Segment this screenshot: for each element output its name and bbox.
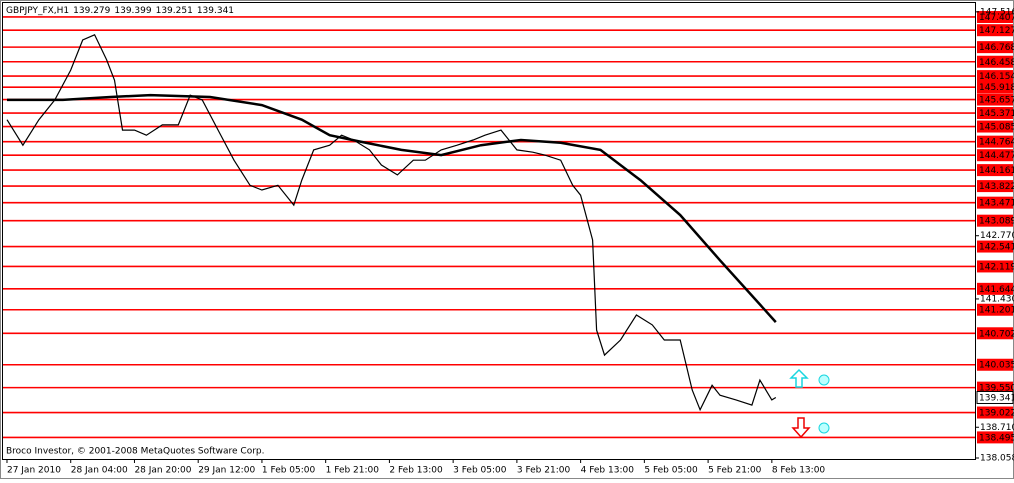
x-tick-label: 5 Feb 21:00 <box>708 466 762 476</box>
level-label: 140.035 <box>979 361 1014 371</box>
x-tick-label: 1 Feb 21:00 <box>326 466 380 476</box>
level-label: 141.644 <box>979 285 1014 295</box>
y-tick-label: 138.710 <box>980 423 1014 433</box>
x-tick-label: 1 Feb 05:00 <box>262 466 316 476</box>
level-label-box <box>977 303 1013 316</box>
ohlc-value: 139.251 <box>156 6 193 16</box>
ohlc-value: 139.279 <box>73 6 110 16</box>
level-label: 147.407 <box>979 13 1014 23</box>
level-label: 144.161 <box>979 166 1014 176</box>
level-label-box <box>977 381 1013 394</box>
level-label-box <box>977 41 1013 54</box>
y-tick-label: 141.430 <box>980 294 1014 304</box>
x-tick-label: 28 Jan 20:00 <box>134 466 191 476</box>
level-label: 143.089 <box>979 217 1014 227</box>
level-label-box <box>977 282 1013 295</box>
level-label: 139.022 <box>979 409 1014 419</box>
level-label: 143.822 <box>979 182 1014 192</box>
buy-arrow <box>789 368 830 388</box>
x-tick-label: 2 Feb 13:00 <box>389 466 443 476</box>
level-label-box <box>977 260 1013 273</box>
level-label-box <box>977 81 1013 94</box>
level-label: 146.154 <box>979 72 1014 82</box>
level-label: 141.201 <box>979 306 1014 316</box>
level-label: 145.657 <box>979 96 1014 106</box>
level-label-box <box>977 196 1013 209</box>
sell-arrow <box>791 417 830 439</box>
level-label-box <box>977 70 1013 83</box>
chart-header: GBPJPY_FX,H1 139.279 139.399 139.251 139.341 <box>6 6 234 16</box>
level-label-box <box>977 327 1013 340</box>
level-label-box <box>977 240 1013 253</box>
level-label-box <box>977 180 1013 193</box>
level-label-box <box>977 164 1013 177</box>
x-tick-label: 28 Jan 04:00 <box>71 466 128 476</box>
copyright: Broco Investor, © 2001-2008 MetaQuotes S… <box>6 447 265 457</box>
level-label: 143.471 <box>979 199 1014 209</box>
level-label-box <box>977 55 1013 68</box>
level-label-box <box>977 406 1013 419</box>
level-label-box <box>977 431 1013 444</box>
moving-average <box>7 93 777 323</box>
x-tick-label: 8 Feb 13:00 <box>772 466 826 476</box>
level-label: 144.764 <box>979 138 1014 148</box>
current-price-box <box>976 390 1014 404</box>
level-label-box <box>977 135 1013 148</box>
y-tick-label: 142.770 <box>980 231 1014 241</box>
plot-area <box>2 2 976 460</box>
level-label-box <box>977 10 1013 23</box>
x-tick-label: 27 Jan 2010 <box>7 466 61 476</box>
x-tick-label: 29 Jan 12:00 <box>198 466 255 476</box>
x-tick-label: 4 Feb 13:00 <box>581 466 635 476</box>
level-label: 146.458 <box>979 58 1014 68</box>
level-label: 146.768 <box>979 43 1014 53</box>
current-price: 139.341 <box>979 393 1014 403</box>
x-tick-label: 3 Feb 21:00 <box>517 466 571 476</box>
ohlc-value: 139.341 <box>197 6 234 16</box>
level-label-box <box>977 93 1013 106</box>
level-label: 140.702 <box>979 329 1014 339</box>
level-label-box <box>977 358 1013 371</box>
x-tick-label: 3 Feb 05:00 <box>453 466 507 476</box>
symbol: GBPJPY_FX,H1 <box>6 6 69 16</box>
level-label: 142.541 <box>979 243 1014 253</box>
level-label: 145.371 <box>979 109 1014 119</box>
level-label: 139.550 <box>979 384 1014 394</box>
price-line <box>6 34 777 412</box>
y-tick-label: 147.516 <box>980 7 1014 17</box>
ohlc-value: 139.399 <box>114 6 151 16</box>
level-label: 145.918 <box>979 83 1014 93</box>
level-label: 147.127 <box>979 26 1014 36</box>
level-label: 142.119 <box>979 262 1014 272</box>
level-label-box <box>977 120 1013 133</box>
level-label-box <box>977 24 1013 37</box>
level-label-box <box>977 214 1013 227</box>
level-label: 144.477 <box>979 151 1014 161</box>
level-label-box <box>977 107 1013 120</box>
level-label: 138.495 <box>979 433 1014 443</box>
level-label: 145.085 <box>979 123 1014 133</box>
level-label-box <box>977 149 1013 162</box>
y-tick-label: 138.058 <box>980 454 1014 464</box>
x-tick-label: 5 Feb 05:00 <box>644 466 698 476</box>
